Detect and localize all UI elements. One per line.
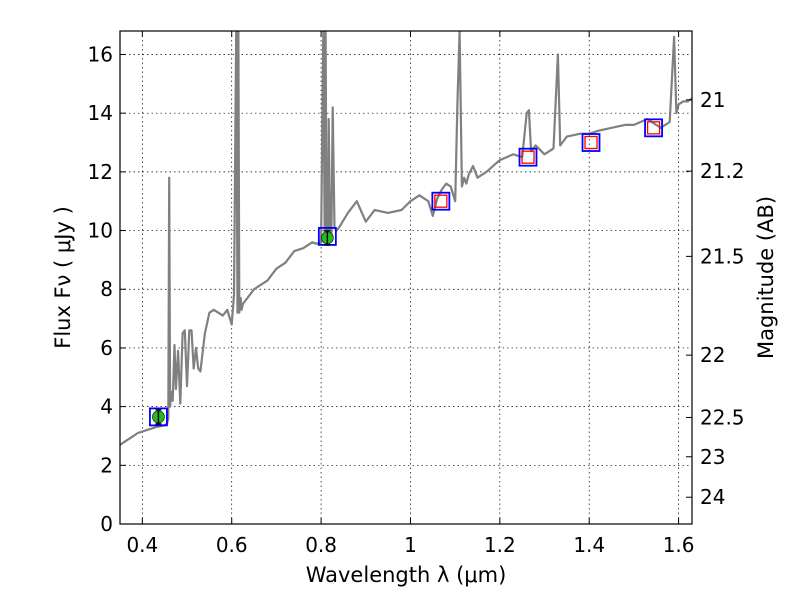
y-tick-label: 8 (100, 277, 113, 301)
y2-axis-title: Magnitude (AB) (754, 196, 778, 359)
y-tick-label: 4 (100, 395, 113, 419)
model-flux-box (581, 133, 601, 152)
y2-tick-label: 21.5 (700, 244, 745, 268)
x-tick-label: 0.4 (126, 533, 158, 557)
observed-flux-box (434, 194, 448, 208)
y-tick-label: 12 (88, 160, 113, 184)
y2-tick-label: 23 (700, 445, 725, 469)
grid-lines (120, 31, 692, 525)
y-tick-label: 14 (88, 101, 113, 125)
y-axis-title: Flux Fν ( μJy ) (51, 206, 75, 349)
y-tick-label: 0 (100, 512, 113, 536)
y2-tick-label: 24 (700, 485, 725, 509)
model-flux-box (644, 118, 663, 138)
model-flux-box (149, 407, 168, 427)
x-tick-label: 0.6 (216, 533, 248, 557)
observed-flux-box (584, 135, 598, 150)
observed-flux-box (521, 150, 535, 164)
x-tick-label: 0.8 (305, 533, 337, 557)
y2-tick-label: 22 (700, 343, 725, 367)
spectrum-series (120, 31, 692, 446)
y2-tick-label: 21 (700, 88, 725, 112)
plot-frame (119, 30, 693, 525)
y2-tick-label: 21.2 (700, 159, 745, 183)
x-tick-label: 1 (404, 533, 417, 557)
model-flux-box (518, 147, 538, 167)
photometry-points (149, 118, 663, 427)
spectrum-line (120, 31, 692, 446)
model-flux-box (431, 191, 451, 211)
y-tick-label: 2 (100, 453, 113, 477)
y2-tick-label: 22.5 (700, 405, 745, 429)
x-axis-title: Wavelength λ (μm) (306, 563, 507, 587)
y-tick-label: 6 (100, 336, 113, 360)
axis-ticks: 0.4 0.6 0.8 1 1.2 1.4 1.602468101214162121.221… (88, 31, 745, 557)
y-tick-label: 16 (88, 42, 113, 66)
x-tick-label: 1.6 (663, 533, 695, 557)
observed-flux-box (646, 121, 661, 135)
y-tick-label: 10 (88, 219, 113, 243)
x-tick-label: 1.4 (573, 533, 605, 557)
x-tick-label: 1.2 (484, 533, 516, 557)
